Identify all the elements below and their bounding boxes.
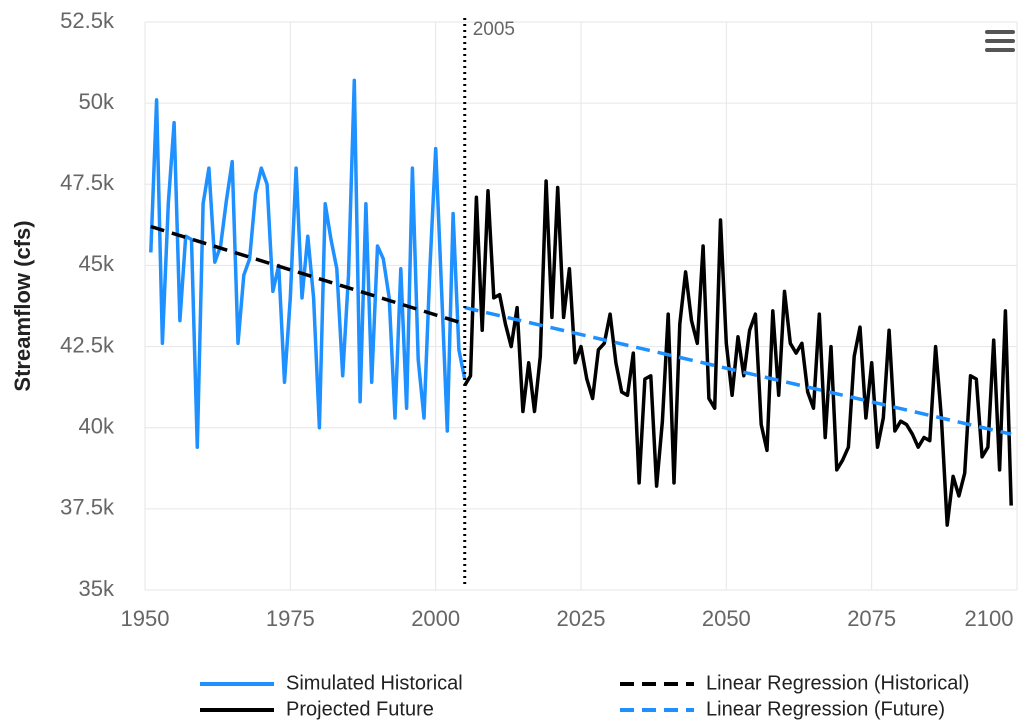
y-tick-label: 47.5k [60,170,115,195]
x-tick-label: 2100 [965,606,1014,631]
menu-bar[interactable] [985,30,1015,34]
reference-label: 2005 [473,19,515,40]
regression-line [150,224,466,326]
y-tick-label: 35k [79,576,115,601]
y-tick-label: 40k [79,414,115,439]
x-tick-label: 2050 [702,606,751,631]
menu-button[interactable] [985,30,1015,52]
legend-label: Linear Regression (Historical) [706,672,969,694]
y-tick-label: 37.5k [60,495,115,520]
x-tick-label: 2075 [847,606,896,631]
y-axis-label: Streamflow (cfs) [10,220,35,391]
legend-label: Projected Future [286,698,434,720]
menu-bar[interactable] [985,39,1015,43]
y-tick-label: 50k [79,89,115,114]
legend-label: Simulated Historical [286,672,463,694]
x-tick-label: 2025 [557,606,606,631]
data-line [149,78,467,449]
y-tick-label: 52.5k [60,8,115,33]
x-tick-label: 1950 [121,606,170,631]
regression-line [464,305,1012,436]
legend-label: Linear Regression (Future) [706,698,945,720]
x-tick-label: 2000 [411,606,460,631]
y-tick-label: 42.5k [60,332,115,357]
x-tick-label: 1975 [266,606,315,631]
y-tick-label: 45k [79,251,115,276]
data-line [463,179,1013,527]
menu-bar[interactable] [985,48,1015,52]
